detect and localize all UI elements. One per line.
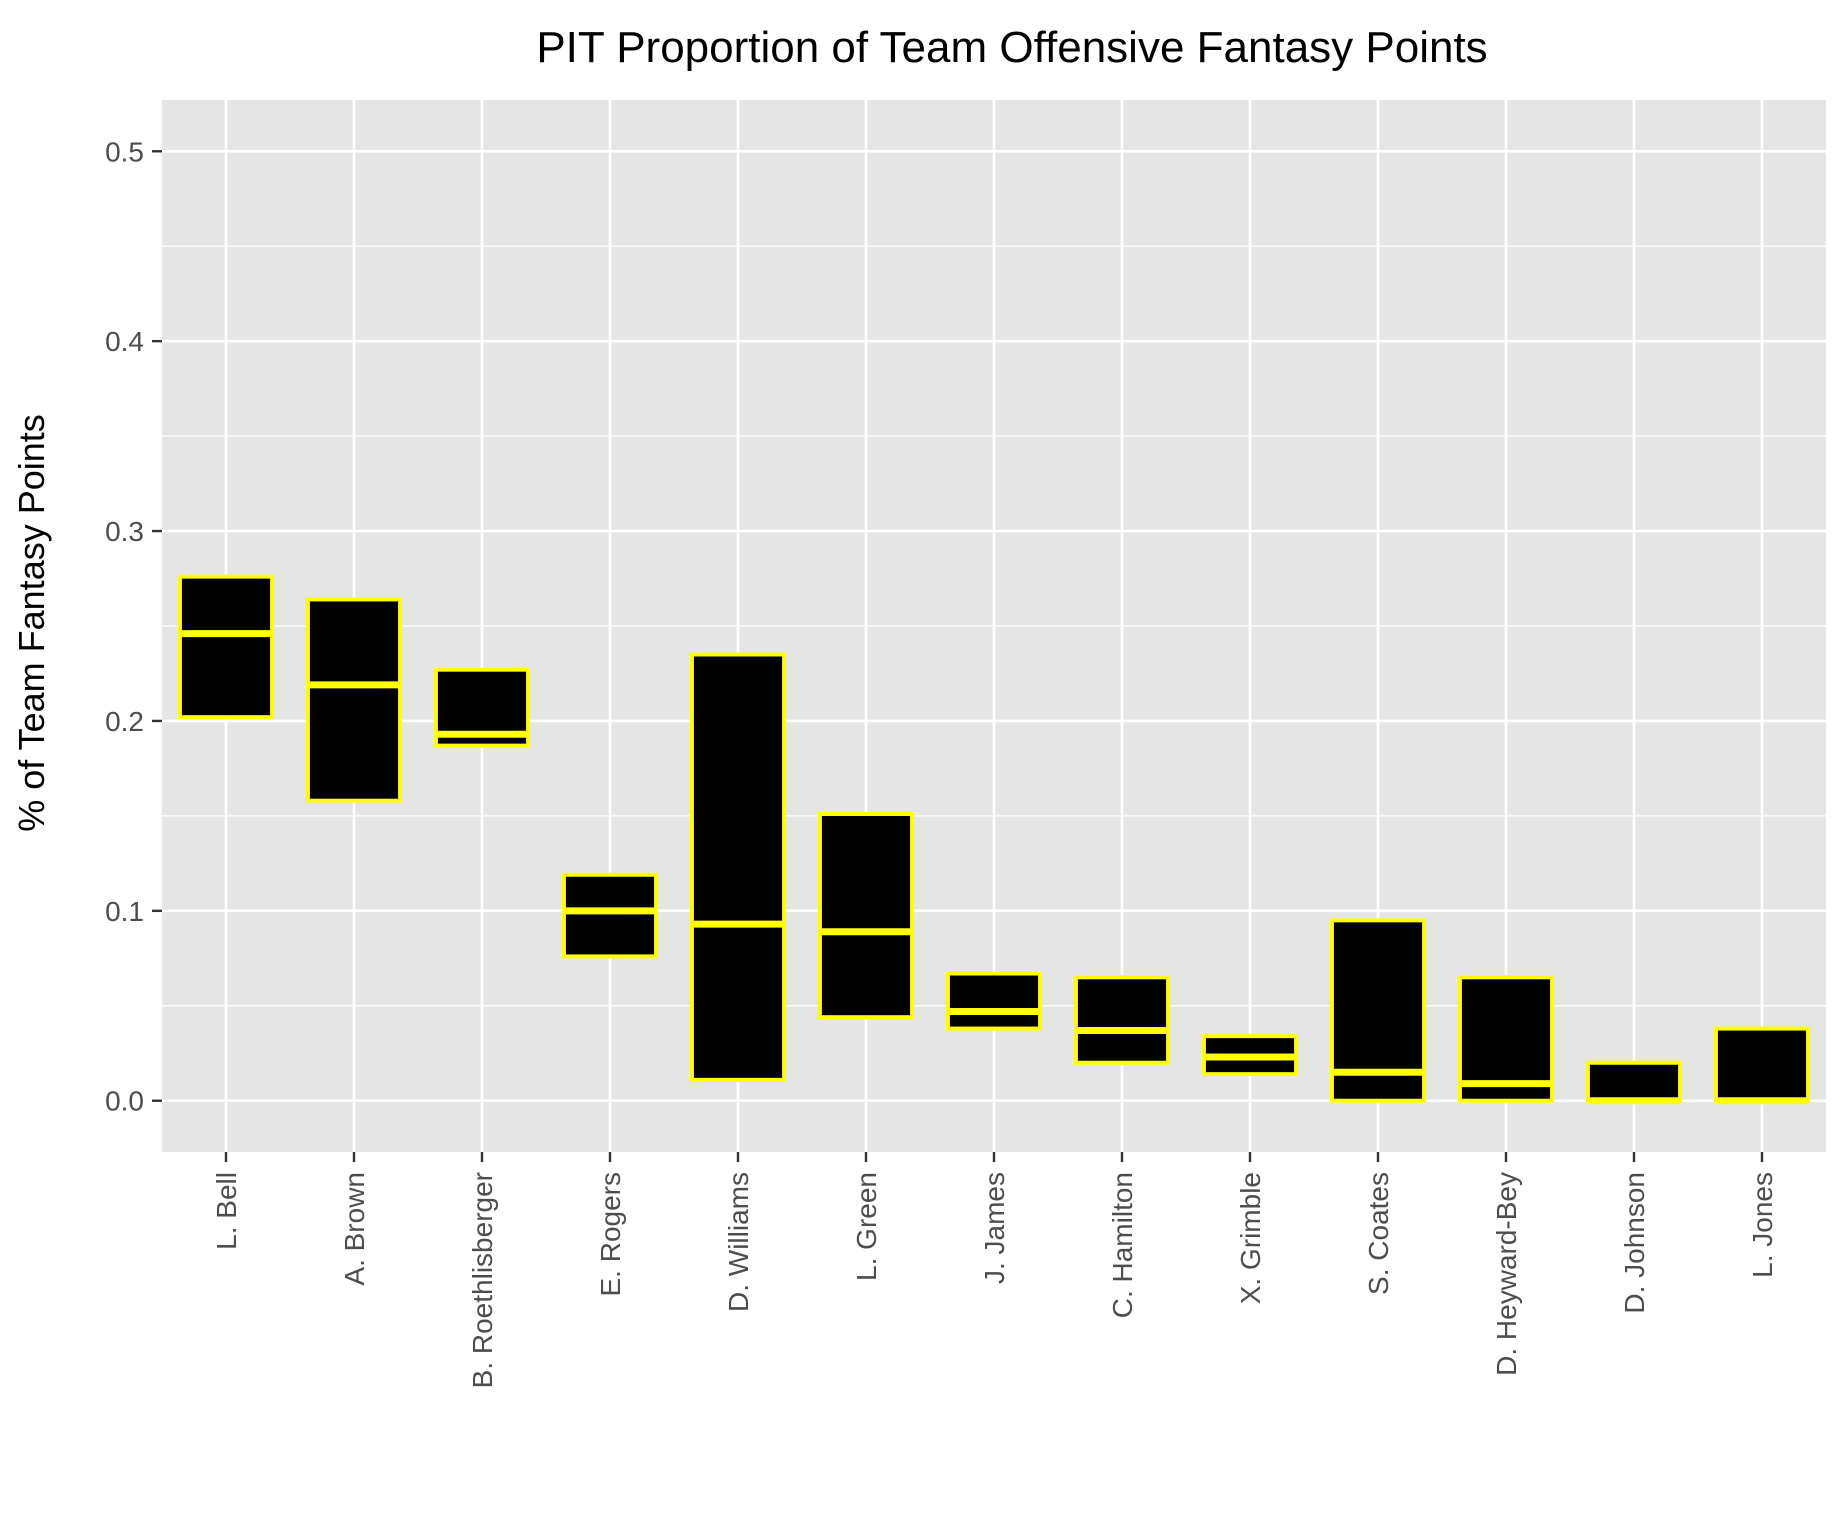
x-tick-label: J. James <box>979 1172 1010 1284</box>
x-tick-label: D. Johnson <box>1619 1172 1650 1314</box>
x-tick-label: L. Bell <box>211 1172 242 1250</box>
box-rect <box>945 971 1043 1031</box>
box-b-roethlisberger <box>433 667 531 748</box>
x-tick-label: S. Coates <box>1363 1172 1394 1295</box>
box-d-williams <box>689 652 787 1082</box>
box-l-bell <box>177 574 275 720</box>
box-j-james <box>945 971 1043 1031</box>
box-l-jones <box>1713 1026 1811 1105</box>
box-rect <box>817 811 915 1020</box>
boxes <box>177 574 1811 1105</box>
y-axis-label: % of Team Fantasy Points <box>11 414 52 832</box>
box-rect <box>689 652 787 1082</box>
box-rect <box>305 597 403 803</box>
box-rect <box>1585 1060 1683 1103</box>
x-tick-label: X. Grimble <box>1235 1172 1266 1304</box>
y-tick-label: 0.3 <box>105 516 144 547</box>
x-tick-label: L. Jones <box>1747 1172 1778 1278</box>
box-s-coates <box>1329 918 1427 1103</box>
x-tick-label: D. Williams <box>723 1172 754 1312</box>
box-x-grimble <box>1201 1034 1299 1077</box>
y-tick-label: 0.2 <box>105 706 144 737</box>
box-l-green <box>817 811 915 1020</box>
x-tick-label: A. Brown <box>339 1172 370 1286</box>
box-d-johnson <box>1585 1060 1683 1105</box>
x-tick-label: E. Rogers <box>595 1172 626 1297</box>
box-rect <box>1073 975 1171 1065</box>
box-rect <box>1713 1026 1811 1103</box>
box-a-brown <box>305 597 403 803</box>
y-tick-label: 0.4 <box>105 326 144 357</box>
chart-title: PIT Proportion of Team Offensive Fantasy… <box>536 23 1487 72</box>
x-tick-label: L. Green <box>851 1172 882 1281</box>
x-tick-label: B. Roethlisberger <box>467 1172 498 1388</box>
y-tick-label: 0.1 <box>105 896 144 927</box>
x-tick-label: C. Hamilton <box>1107 1172 1138 1318</box>
box-c-hamilton <box>1073 975 1171 1065</box>
box-rect <box>177 574 275 720</box>
y-tick-label: 0.5 <box>105 136 144 167</box>
box-rect <box>561 872 659 959</box>
box-d-heyward-bey <box>1457 975 1555 1103</box>
box-e-rogers <box>561 872 659 959</box>
y-tick-label: 0.0 <box>105 1086 144 1117</box>
x-tick-label: D. Heyward-Bey <box>1491 1172 1522 1376</box>
axes: 0.0 0.1 0.2 0.3 0.4 0.5 L. Bell A. Brown B. Roet… <box>105 136 1778 1388</box>
